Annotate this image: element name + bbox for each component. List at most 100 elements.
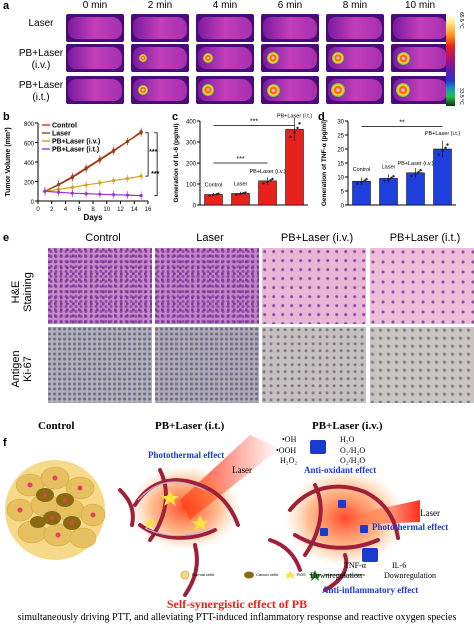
data-point [293,131,296,134]
thermal-mouse-body [198,17,252,39]
data-point [410,174,413,178]
heat-spot [203,53,213,63]
time-label: 8 min [342,0,368,11]
ros-ooh: •OOH [276,446,297,455]
y-tick-label: 800 [24,122,35,128]
series-line [44,175,142,192]
thermal-mouse-body [328,17,382,39]
ki67-stain-image [262,327,366,403]
x-tick-label: 6 [78,207,82,213]
row-label-he: H&E Staining [10,272,34,312]
thermal-image [66,44,124,72]
il6-label: IL-6 [392,561,407,570]
ros-h2o: H₂O [340,435,355,444]
data-point [392,175,395,178]
ki67-stain-image [370,327,474,403]
time-label: 2 min [147,0,173,11]
bar-label: Control [205,183,223,189]
thermal-image [391,44,449,72]
series-line [44,131,142,192]
he-stain-image [262,248,366,324]
color-scale-bar [446,14,455,106]
thermal-mouse-body [68,17,122,39]
x-tick-label: 2 [50,207,54,213]
y-tick-label: 15 [337,162,344,168]
ki67-stain-image [48,327,152,403]
thermal-image [326,44,384,72]
he-stain-image [155,248,259,324]
legend-label: PB+Laser (i.t.) [52,147,99,154]
thermal-image [131,76,189,104]
antioxidant-label: Anti-oxidant effect [304,465,377,475]
y-tick-label: 0 [341,204,345,210]
sig-label: ** [399,120,405,127]
bar-label: Laser [382,164,396,170]
data-point [365,178,368,181]
thermal-image [196,44,254,72]
panel-e-letter: e [3,232,10,244]
data-point [266,180,269,184]
heat-spot [396,83,410,97]
col-label-iv: PB+Laser (i.v.) [280,232,354,244]
x-tick-label: 12 [117,207,124,213]
legend-cancer-cells: Cancer cells [256,572,279,577]
data-point [441,150,444,153]
y-axis-label: Tumor Volume (mm³) [5,127,12,196]
sig-label: *** [149,149,157,156]
legend-normal-cells: Normal cells [192,572,215,577]
data-point [437,153,440,156]
thermal-image [131,44,189,72]
legend-label: Control [52,123,77,130]
thermal-mouse-body [393,17,447,39]
y-tick-label: 200 [186,162,197,168]
title-iv: PB+Laser (i.v.) [312,420,383,432]
time-label: 4 min [212,0,238,11]
data-point [414,172,417,176]
legend-ros: ROS [297,572,306,577]
bar [406,172,425,206]
thermal-mouse-body [133,79,187,101]
y-tick-label: 0 [31,200,35,206]
heat-spot [138,85,148,95]
time-label: 10 min [404,0,435,11]
ki67-stain-image [155,327,259,403]
thermal-image [66,76,124,104]
schematic-illustration [5,435,420,597]
data-point [262,182,265,185]
data-point [390,176,393,180]
data-point [444,146,447,150]
y-tick-label: 25 [337,134,344,140]
ros-h2o2: H₂O₂ [280,456,298,465]
legend-icons [180,570,321,581]
data-point [244,191,247,194]
he-stain-image [48,248,152,324]
photothermal-label-1: Photothermal effect [148,450,225,460]
title-control: Control [38,420,75,432]
y-tick-label: 20 [337,148,344,154]
sig-bracket [145,132,149,177]
data-point [217,192,220,195]
y-tick-label: 600 [24,142,35,148]
y-tick-label: 300 [186,141,197,147]
thermal-image [261,76,319,104]
thermal-image [131,14,189,42]
y-tick-label: 5 [341,190,345,196]
laser-label-1: Laser [232,465,252,475]
ros-o2h2o-1: O₂/H₂O [340,446,366,455]
data-point [208,194,211,197]
photothermal-label-2: Photothermal effect [372,522,449,532]
bar-label: PB+Laser (i.v.) [249,169,285,175]
data-point [387,178,390,181]
heat-spot [139,54,147,62]
heat-spot [332,52,344,64]
x-tick-label: 14 [131,207,138,213]
col-label-control: Control [85,232,121,244]
tnf-chart: 0 5 10 15 20 25 30 Generation of TNF-α (pg/ml) C… [321,120,460,210]
data-point [446,143,449,146]
thermal-mouse-body [133,47,187,69]
data-point [215,193,218,196]
bar-label: Control [353,167,371,173]
y-tick-label: 100 [186,183,197,189]
x-tick-label: 0 [36,207,40,213]
heat-spot [396,51,410,65]
